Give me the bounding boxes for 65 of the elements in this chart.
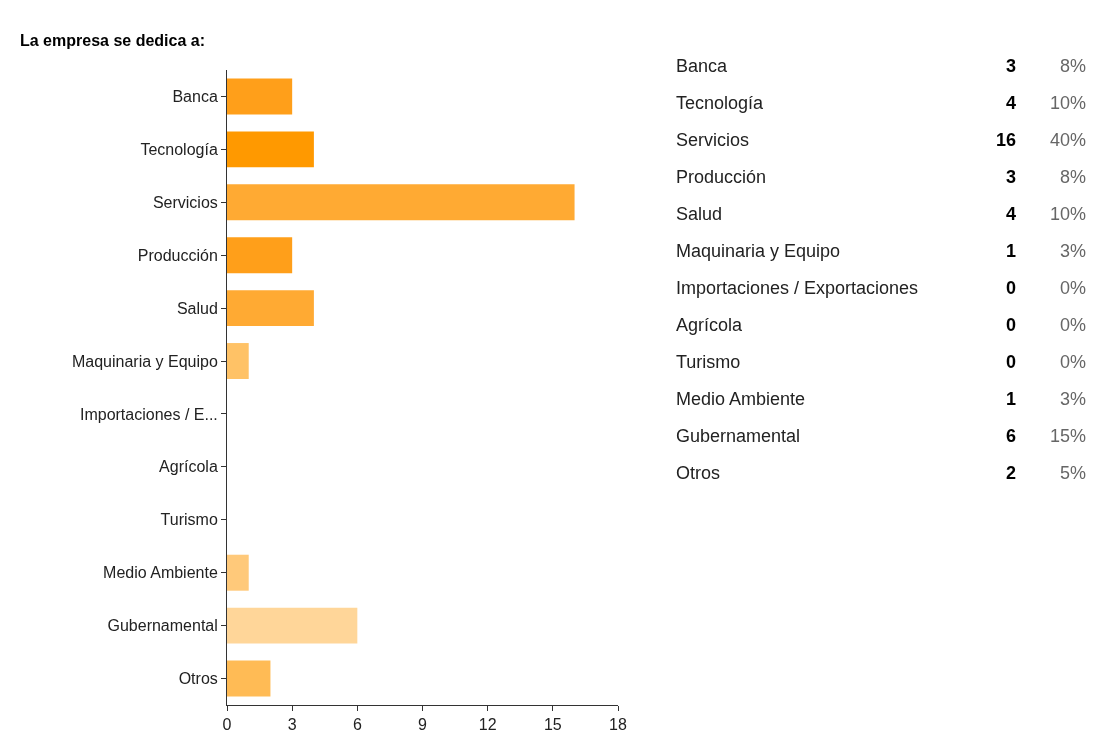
x-tick-label: 6 — [352, 716, 362, 734]
data-label: 8% — [1060, 56, 1087, 76]
category-label: Gubernamental — [676, 426, 801, 446]
category-label: Maquinaria y Equipo — [676, 241, 841, 261]
data-label: 0% — [1060, 352, 1087, 372]
category-label: Agrícola — [676, 315, 744, 335]
category-label: Otros — [676, 463, 721, 483]
bar — [227, 554, 249, 591]
y-tick-label: Maquinaria y Equipo — [71, 352, 218, 370]
bar — [227, 607, 358, 644]
category-label: Medio Ambiente — [676, 389, 806, 409]
x-tick-label: 15 — [543, 716, 562, 734]
category-label: Salud — [676, 204, 723, 224]
data-label: 3 — [1006, 56, 1017, 76]
category-label: Producción — [676, 167, 767, 187]
data-label: 10% — [1050, 93, 1087, 113]
data-label: 8% — [1060, 167, 1087, 187]
x-tick-label: 12 — [478, 716, 497, 734]
x-tick-label: 0 — [222, 716, 232, 734]
bar — [227, 131, 314, 168]
y-tick-label: Otros — [178, 670, 218, 688]
category-label: Banca — [676, 56, 729, 76]
bar — [227, 237, 293, 274]
y-tick-label: Agrícola — [159, 458, 218, 476]
y-tick-label: Tecnología — [140, 140, 218, 158]
y-tick-label: Medio Ambiente — [103, 564, 218, 582]
data-label: 3% — [1060, 389, 1087, 409]
bar — [227, 290, 314, 327]
x-tick-label: 3 — [287, 716, 297, 734]
category-label: Turismo — [676, 352, 741, 372]
chart-title: La empresa se dedica a: — [20, 31, 205, 49]
data-label: 1 — [1006, 389, 1017, 409]
data-label: 2 — [1006, 463, 1017, 483]
data-label: 1 — [1006, 241, 1017, 261]
data-label: 0 — [1006, 315, 1017, 335]
data-label: 0 — [1006, 278, 1017, 298]
data-label: 15% — [1050, 426, 1087, 446]
data-label: 10% — [1050, 204, 1087, 224]
data-label: 5% — [1060, 463, 1087, 483]
category-label: Importaciones / Exportaciones — [676, 278, 919, 298]
data-label: 16 — [996, 130, 1017, 150]
category-label: Servicios — [676, 130, 750, 150]
bar — [227, 78, 293, 115]
data-label: 4 — [1006, 204, 1017, 224]
data-label: 3% — [1060, 241, 1087, 261]
y-tick-label: Importaciones / E... — [79, 405, 218, 423]
category-label: Tecnología — [676, 93, 765, 113]
x-tick-label: 9 — [418, 716, 428, 734]
y-tick-label: Producción — [137, 246, 218, 264]
y-tick-label: Salud — [176, 299, 218, 317]
x-tick-label: 18 — [609, 716, 627, 734]
data-label: 40% — [1050, 130, 1087, 150]
y-tick-label: Banca — [172, 88, 218, 106]
data-label: 3 — [1006, 167, 1017, 187]
y-tick-label: Gubernamental — [107, 617, 218, 635]
data-label: 4 — [1006, 93, 1017, 113]
bar — [227, 660, 271, 697]
data-label: 6 — [1006, 426, 1017, 446]
bar — [227, 184, 575, 221]
data-label: 0% — [1060, 278, 1087, 298]
y-tick-label: Turismo — [160, 511, 218, 529]
data-label: 0 — [1006, 352, 1017, 372]
bar — [227, 343, 249, 380]
data-label: 0% — [1060, 315, 1087, 335]
y-tick-label: Servicios — [152, 193, 218, 211]
